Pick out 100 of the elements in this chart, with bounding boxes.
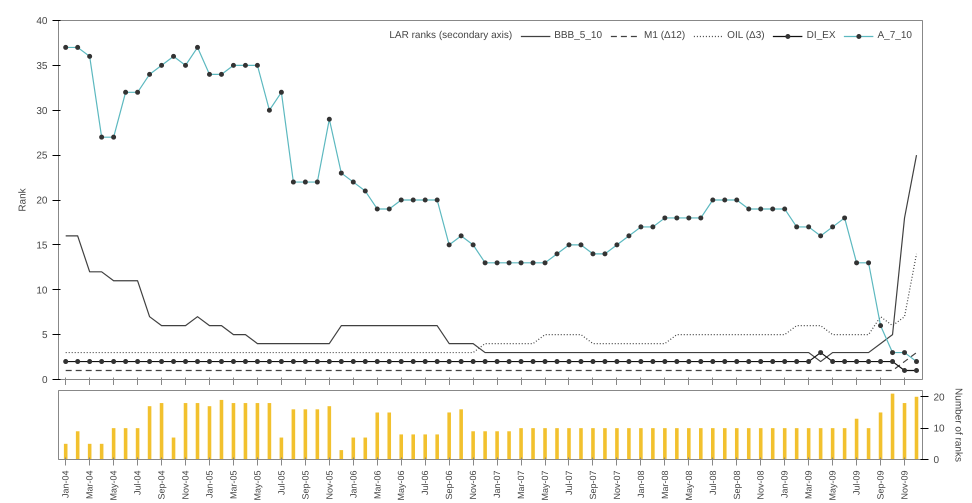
bar: [328, 406, 332, 460]
bar: [304, 409, 308, 460]
x-tick-label: Jan-09: [780, 470, 790, 498]
bar: [567, 428, 571, 460]
bar: [411, 434, 416, 460]
y-tick-label: 35: [36, 60, 48, 72]
bar: [256, 403, 260, 460]
x-tick-label: Jan-05: [204, 470, 214, 498]
bar: [64, 444, 68, 460]
bar: [519, 428, 523, 460]
bar: [268, 403, 272, 460]
bar: [651, 428, 655, 460]
bar: [794, 428, 798, 460]
x-tick-label: Mar-05: [228, 470, 238, 500]
x-tick-label: Nov-09: [900, 470, 910, 500]
bar: [160, 403, 164, 460]
bar: [675, 428, 679, 460]
y-tick-label: 15: [36, 240, 48, 252]
x-tick-label: Nov-06: [468, 470, 478, 500]
bar: [722, 428, 727, 460]
y2-axis-title: Number of ranks: [952, 388, 964, 462]
y-tick-label: 10: [36, 285, 48, 296]
bar: [220, 400, 224, 460]
bar: [615, 428, 619, 460]
bar: [782, 428, 786, 460]
bar: [459, 409, 463, 460]
bar: [399, 434, 404, 460]
bar: [806, 428, 810, 460]
bar: [208, 406, 212, 460]
x-tick-label: Jul-06: [420, 470, 430, 496]
x-tick-label: Sep-05: [300, 470, 310, 500]
x-tick-label: Nov-04: [180, 470, 191, 500]
bar: [112, 428, 116, 460]
y-tick-label: 5: [42, 330, 48, 342]
y-tick-label: 0: [42, 375, 48, 386]
bar: [555, 428, 559, 460]
x-tick-label: Jul-09: [852, 470, 862, 496]
x-tick-label: Nov-08: [756, 470, 766, 500]
bar: [699, 428, 703, 460]
bar: [627, 428, 631, 460]
y2-tick-label: 20: [934, 392, 946, 404]
bar: [363, 438, 368, 460]
y-axis-title: Rank: [17, 187, 28, 212]
bar: [710, 428, 715, 460]
x-tick-label: Sep-09: [876, 470, 886, 500]
bar: [878, 412, 882, 460]
x-tick-label: Jul-08: [708, 470, 718, 496]
x-tick-label: May-06: [396, 470, 406, 501]
x-tick-label: Jul-04: [132, 470, 143, 496]
x-tick-label: Jan-04: [60, 470, 71, 498]
bar: [770, 428, 775, 460]
x-tick-label: Mar-06: [372, 470, 382, 500]
bar: [746, 428, 751, 460]
y-tick-label: 20: [36, 196, 48, 206]
bar: [890, 394, 894, 460]
bar: [184, 403, 188, 460]
bar: [758, 428, 763, 460]
x-tick-label: Sep-06: [444, 470, 454, 500]
bar: [76, 431, 80, 460]
y-tick-label: 30: [36, 106, 48, 117]
legend-label: OIL (Δ3): [727, 30, 765, 41]
bar: [603, 428, 607, 460]
legend-label: DI_EX: [806, 30, 836, 41]
x-tick-label: Sep-07: [588, 470, 598, 500]
y2-tick-label: 10: [934, 424, 946, 435]
bar: [124, 428, 128, 460]
line-series: [65, 154, 918, 362]
bar: [196, 403, 200, 460]
bar: [232, 403, 236, 460]
bar: [447, 412, 451, 460]
bar: [591, 428, 595, 460]
bar: [88, 444, 92, 460]
text: LAR ranks (secondary axis): [389, 30, 512, 41]
bar: [340, 450, 344, 460]
bar: [351, 438, 356, 460]
x-tick-label: May-04: [108, 470, 119, 501]
bar: [543, 428, 547, 460]
x-tick-label: May-07: [540, 470, 550, 501]
y-tick-label: 25: [36, 150, 48, 162]
bar: [471, 431, 475, 460]
x-tick-label: Jan-08: [636, 470, 646, 498]
bar: [854, 418, 858, 460]
x-tick-label: Jul-07: [564, 470, 574, 496]
bar: [914, 396, 918, 460]
legend-label: BBB_5_10: [554, 30, 602, 41]
x-tick-label: Nov-05: [324, 470, 334, 500]
bar: [375, 412, 380, 460]
bar: [830, 428, 834, 460]
bar: [902, 403, 906, 460]
x-tick-label: Sep-04: [156, 470, 167, 500]
bar: [435, 434, 439, 460]
x-tick-label: Sep-08: [732, 470, 742, 500]
bar: [244, 403, 248, 460]
bar: [579, 428, 583, 460]
legend-label: A_7_10: [878, 30, 912, 41]
bar: [639, 428, 643, 460]
x-tick-label: Mar-08: [660, 470, 670, 500]
bar: [172, 438, 176, 460]
x-tick-label: Mar-07: [516, 470, 526, 500]
bar: [100, 444, 104, 460]
